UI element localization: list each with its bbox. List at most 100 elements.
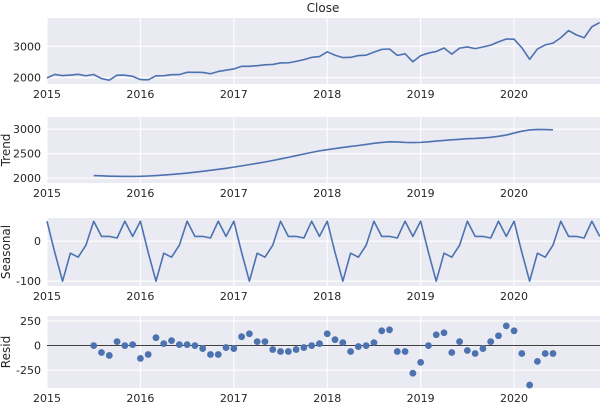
resid-point bbox=[479, 345, 487, 352]
close-xtick-label: 2016 bbox=[126, 88, 154, 101]
trend-series-line bbox=[93, 128, 554, 178]
resid-point bbox=[183, 341, 191, 349]
seasonal-series-line bbox=[46, 220, 600, 283]
seasonal-xtick-label: 2018 bbox=[313, 290, 341, 303]
resid-point bbox=[308, 342, 316, 349]
resid-ytick-label: 0 bbox=[34, 340, 41, 353]
resid-point bbox=[129, 341, 137, 349]
resid-point bbox=[456, 338, 463, 346]
resid-point bbox=[409, 369, 417, 377]
close-xtick-label: 2020 bbox=[500, 88, 528, 101]
resid-point bbox=[191, 342, 199, 349]
resid-point bbox=[495, 332, 502, 340]
close-series-line bbox=[46, 21, 600, 82]
resid-point bbox=[401, 348, 409, 355]
resid-point bbox=[386, 326, 393, 334]
resid-point bbox=[510, 327, 518, 335]
trend-xtick-label: 2016 bbox=[126, 187, 154, 200]
resid-point bbox=[292, 346, 300, 353]
seasonal-ytick-label: 0 bbox=[34, 235, 41, 248]
resid-ytick-label: -250 bbox=[16, 364, 41, 377]
resid-point bbox=[269, 346, 277, 353]
resid-point bbox=[417, 358, 425, 366]
resid-point bbox=[137, 355, 144, 362]
resid-point bbox=[323, 330, 331, 338]
resid-point bbox=[175, 341, 183, 349]
trend-xtick-label: 2019 bbox=[407, 187, 435, 200]
resid-point bbox=[362, 342, 370, 349]
seasonal-panel: -100 0 2015 2016 2017 2018 2019 2020 Seasonal bbox=[0, 218, 600, 303]
close-plot-area bbox=[47, 18, 600, 84]
close-xtick-label: 2015 bbox=[33, 88, 61, 101]
trend-xtick-label: 2020 bbox=[500, 187, 528, 200]
resid-point bbox=[152, 334, 160, 342]
resid-point bbox=[90, 342, 98, 349]
resid-xtick-label: 2015 bbox=[33, 392, 61, 403]
trend-ylabel: Trend bbox=[0, 134, 13, 168]
resid-point bbox=[378, 327, 386, 335]
resid-plot-area bbox=[47, 316, 600, 388]
resid-point bbox=[113, 338, 121, 346]
seasonal-xtick-label: 2016 bbox=[126, 290, 154, 303]
seasonal-xtick-label: 2020 bbox=[500, 290, 528, 303]
seasonal-xtick-label: 2015 bbox=[33, 290, 61, 303]
resid-point bbox=[347, 348, 354, 355]
resid-point bbox=[144, 351, 152, 358]
resid-point bbox=[432, 331, 440, 339]
trend-xtick-label: 2018 bbox=[313, 187, 341, 200]
resid-point bbox=[502, 322, 510, 330]
resid-point bbox=[370, 339, 378, 347]
resid-point bbox=[261, 338, 269, 346]
resid-point bbox=[425, 342, 432, 349]
seasonal-xtick-label: 2017 bbox=[220, 290, 248, 303]
close-panel: 2000 3000 2015 2016 2017 2018 2019 2020 bbox=[13, 18, 600, 101]
resid-panel: -250 0 250 2015 2016 2017 2018 2019 2020 Resid bbox=[0, 315, 600, 403]
resid-point bbox=[238, 333, 246, 341]
resid-point bbox=[98, 349, 105, 356]
resid-point bbox=[300, 344, 308, 351]
resid-point bbox=[253, 338, 261, 346]
resid-point bbox=[284, 348, 292, 355]
resid-point bbox=[277, 348, 284, 355]
close-xtick-label: 2017 bbox=[220, 88, 248, 101]
resid-point bbox=[160, 340, 168, 348]
resid-point bbox=[440, 329, 448, 337]
resid-point bbox=[331, 336, 339, 344]
resid-point bbox=[487, 338, 495, 346]
resid-point bbox=[199, 345, 207, 352]
close-xtick-label: 2018 bbox=[313, 88, 341, 101]
resid-point bbox=[245, 330, 253, 338]
resid-point bbox=[471, 350, 479, 357]
seasonal-xtick-label: 2019 bbox=[407, 290, 435, 303]
trend-ytick-label: 2000 bbox=[13, 172, 41, 185]
resid-point bbox=[463, 347, 471, 354]
trend-xtick-label: 2017 bbox=[220, 187, 248, 200]
resid-point bbox=[230, 345, 238, 352]
figure-title: Close bbox=[307, 1, 340, 15]
resid-point bbox=[534, 357, 541, 365]
seasonal-ylabel: Seasonal bbox=[0, 225, 13, 279]
trend-xtick-label: 2015 bbox=[33, 187, 61, 200]
resid-xtick-label: 2018 bbox=[313, 392, 341, 403]
resid-xtick-label: 2019 bbox=[407, 392, 435, 403]
close-ytick-label: 2000 bbox=[13, 72, 41, 85]
close-xtick-label: 2019 bbox=[407, 88, 435, 101]
resid-point bbox=[214, 351, 222, 358]
resid-point bbox=[354, 343, 362, 350]
resid-point bbox=[526, 381, 534, 389]
resid-point bbox=[168, 337, 175, 345]
resid-point bbox=[105, 352, 113, 359]
resid-xtick-label: 2016 bbox=[126, 392, 154, 403]
resid-point bbox=[393, 348, 401, 355]
trend-ytick-label: 2500 bbox=[13, 148, 41, 161]
resid-ylabel: Resid bbox=[0, 336, 13, 368]
resid-point bbox=[339, 339, 347, 347]
resid-xtick-label: 2020 bbox=[500, 392, 528, 403]
resid-point bbox=[207, 351, 214, 358]
trend-panel: 2000 2500 3000 2015 2016 2017 2018 2019 2020 Tren… bbox=[0, 117, 600, 200]
resid-point bbox=[222, 344, 230, 351]
resid-point bbox=[121, 342, 129, 349]
seasonal-ytick-label: -100 bbox=[16, 275, 41, 288]
